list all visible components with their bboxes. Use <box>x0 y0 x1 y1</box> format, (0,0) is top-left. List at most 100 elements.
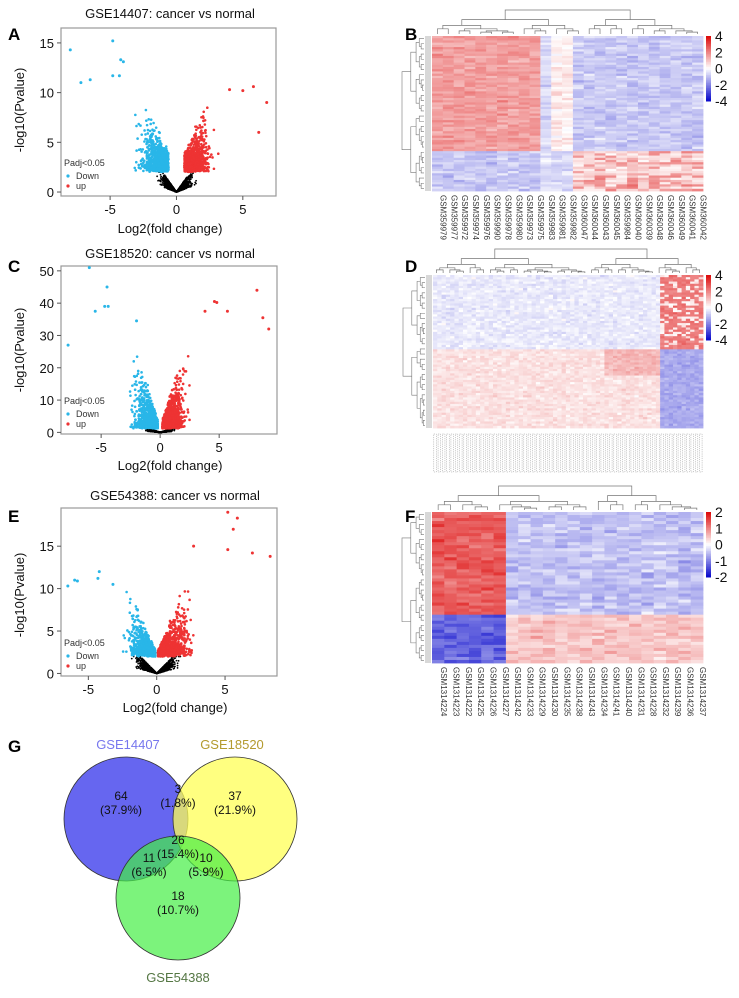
point-not-significant <box>170 430 173 433</box>
point-up <box>210 153 213 156</box>
point-up <box>212 128 216 132</box>
point-not-significant <box>154 430 157 433</box>
point-not-significant <box>179 186 182 189</box>
legend-marker-down <box>66 174 70 178</box>
point-not-significant <box>162 179 164 182</box>
point-down <box>149 122 153 126</box>
point-up <box>188 154 192 157</box>
point-not-significant <box>182 181 185 183</box>
point-not-significant <box>190 173 193 176</box>
point-down <box>155 138 159 141</box>
point-not-significant <box>195 179 198 182</box>
point-not-significant <box>171 188 173 191</box>
panel-letter-f: F <box>405 507 415 526</box>
point-down-outlier <box>119 58 123 62</box>
panel-letter-g: G <box>8 737 21 756</box>
point-down <box>141 148 145 151</box>
point-down <box>145 123 149 127</box>
point-not-significant <box>189 181 192 184</box>
point-up <box>208 146 211 150</box>
point-down <box>142 169 145 173</box>
point-not-significant <box>178 189 180 192</box>
point-up <box>202 158 205 162</box>
panel-letter-a: A <box>8 25 20 44</box>
point-up <box>195 165 198 168</box>
y-tick-label: 10 <box>40 86 54 101</box>
x-tick-label: -5 <box>104 202 116 217</box>
y-tick-label: 0 <box>47 425 54 440</box>
y-tick-label: 5 <box>47 135 54 150</box>
point-not-significant <box>182 184 185 186</box>
point-up <box>208 155 212 159</box>
point-down <box>158 167 161 171</box>
point-up-outlier <box>241 89 245 93</box>
point-up <box>191 140 195 143</box>
point-down <box>146 132 150 135</box>
point-up <box>200 168 203 172</box>
volcano-a-title: GSE14407: cancer vs normal <box>85 6 255 21</box>
point-up <box>198 123 202 127</box>
point-down <box>155 169 158 173</box>
point-down <box>164 161 168 165</box>
point-up <box>211 156 214 159</box>
point-up <box>202 110 206 114</box>
point-up <box>197 155 200 158</box>
point-down <box>134 393 137 397</box>
point-up <box>203 129 207 133</box>
y-tick-label: 20 <box>40 361 54 376</box>
point-not-significant <box>189 178 192 181</box>
point-up <box>204 134 208 138</box>
volcano-c-title: GSE18520: cancer vs normal <box>85 246 255 261</box>
point-down <box>147 163 151 167</box>
point-up-outlier <box>228 88 232 92</box>
point-up <box>187 148 190 151</box>
point-down <box>158 131 161 135</box>
point-down <box>161 148 164 152</box>
x-tick-label: 5 <box>216 440 223 455</box>
point-down <box>153 161 157 164</box>
point-down <box>147 156 150 159</box>
panel-letter-e: E <box>8 507 19 526</box>
point-not-significant <box>166 183 168 186</box>
point-not-significant <box>190 175 193 178</box>
point-down <box>131 410 134 414</box>
point-up-outlier <box>257 130 261 134</box>
point-not-significant <box>173 188 175 191</box>
point-up <box>185 169 188 173</box>
point-up <box>192 157 196 160</box>
point-not-significant <box>159 431 162 434</box>
point-down <box>149 118 153 121</box>
point-up <box>191 137 194 141</box>
point-down <box>155 157 158 160</box>
point-not-significant <box>169 182 171 185</box>
point-up <box>206 106 209 110</box>
point-up <box>207 165 211 169</box>
point-down <box>157 153 161 157</box>
point-not-significant <box>163 186 166 189</box>
point-down <box>150 138 153 142</box>
panel-letter-c: C <box>8 257 20 276</box>
point-down <box>160 159 163 163</box>
point-not-significant <box>171 186 174 189</box>
point-down <box>147 168 150 172</box>
point-up <box>184 163 188 166</box>
point-not-significant <box>185 183 188 186</box>
point-up <box>212 167 216 171</box>
point-not-significant <box>187 184 190 186</box>
point-up <box>200 150 203 153</box>
point-down <box>140 150 143 153</box>
point-not-significant <box>168 430 171 433</box>
point-down <box>139 167 142 170</box>
point-down <box>143 140 146 143</box>
x-tick-label: -5 <box>95 440 107 455</box>
point-not-significant <box>164 430 167 433</box>
point-down <box>144 163 148 167</box>
y-tick-label: 50 <box>40 264 54 279</box>
y-tick-label: 10 <box>40 393 54 408</box>
point-up <box>193 135 197 139</box>
point-not-significant <box>157 179 159 182</box>
point-not-significant <box>156 175 159 178</box>
point-not-significant <box>174 190 177 193</box>
point-down <box>161 153 165 157</box>
point-down <box>143 129 146 132</box>
